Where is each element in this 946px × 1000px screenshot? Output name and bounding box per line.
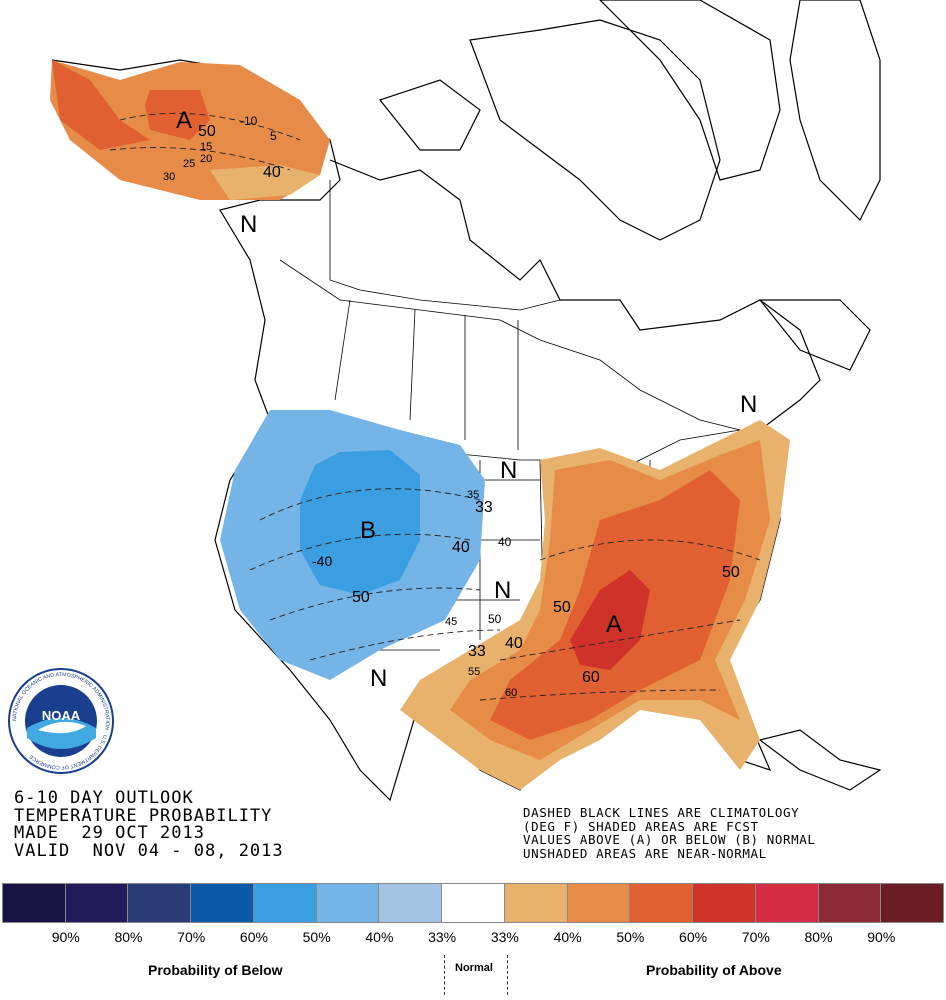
contour-label: 15 (200, 141, 212, 153)
title-line-3: MADE 29 OCT 2013 (14, 823, 205, 843)
probability-below-label: Probability of Below (148, 962, 283, 978)
note-block: DASHED BLACK LINES ARE CLIMATOLOGY (DEG F… (523, 806, 816, 860)
contour-label: 50 (198, 123, 216, 140)
contour-label: 60 (505, 687, 517, 699)
legend-swatch (629, 883, 694, 923)
legend-percent-label: 70% (177, 929, 206, 945)
title-block: 6-10 DAY OUTLOOK TEMPERATURE PROBABILITY M… (14, 788, 284, 861)
below-normal-region (220, 410, 485, 680)
contour-label: -40 (312, 553, 332, 569)
noaa-logo: NOAA NATIONAL OCEANIC AND ATMOSPHERIC AD… (8, 668, 114, 774)
title-line-2: TEMPERATURE PROBABILITY (14, 805, 273, 826)
legend-percent-label: 50% (302, 929, 331, 945)
legend-swatch (503, 883, 568, 923)
legend-swatch (64, 883, 129, 923)
contour-label: 33 (475, 499, 493, 516)
legend-swatch (315, 883, 380, 923)
legend-percent-label: 50% (616, 929, 645, 945)
contour-label: 50 (488, 612, 502, 626)
contour-label: 5 (270, 129, 277, 143)
legend-swatch (127, 883, 192, 923)
note-line-2: (DEG F) SHADED AREAS ARE FCST (523, 818, 759, 834)
normal-divider-left (444, 955, 445, 995)
contour-label: 20 (200, 153, 212, 165)
contour-label: 50 (352, 589, 370, 606)
contour-label: 40 (505, 635, 523, 652)
n-label-4: N (370, 665, 387, 692)
legend-swatch (190, 883, 254, 923)
contour-labels: -10 5 50 15 20 25 30 40 35 33 40 40 -40 … (163, 114, 740, 699)
contour-label: 55 (468, 666, 480, 678)
legend-swatch (378, 883, 443, 923)
legend-swatch (2, 883, 66, 923)
legend-percent-label: 40% (365, 929, 394, 945)
legend-swatch (817, 883, 882, 923)
n-label-1: N (240, 211, 257, 238)
legend-percent-label: 70% (741, 929, 770, 945)
legend-percent-row: 90% 80% 70% 60% 50% 40% 33% 33% 40% 50% 60% 70% 80% 9… (0, 929, 946, 947)
contour-label: 40 (498, 535, 512, 549)
category-labels: A B A N N N N N (176, 107, 757, 692)
n-label-5: N (740, 391, 757, 418)
legend-swatch (692, 883, 756, 923)
climatology-lines (109, 112, 761, 701)
legend-swatch (252, 883, 317, 923)
n-label-3: N (494, 577, 511, 604)
legend-percent-label: 80% (114, 929, 143, 945)
contour-label: 30 (163, 171, 175, 183)
contour-label: 33 (468, 643, 486, 660)
legend-swatch (566, 883, 631, 923)
legend-percent-label: 33% (490, 929, 519, 945)
east-above-region (400, 420, 790, 790)
contour-label: 40 (263, 164, 281, 181)
contour-label: 60 (582, 669, 600, 686)
legend-percent-label: 40% (553, 929, 582, 945)
note-line-3: VALUES ABOVE (A) OR BELOW (B) NORMAL (523, 832, 816, 847)
legend-color-bar (2, 883, 945, 923)
contour-label: 50 (722, 564, 740, 581)
n-label-2: N (500, 457, 517, 484)
noaa-logo-text: NOAA (42, 708, 81, 723)
alaska-a-label: A (176, 107, 192, 134)
normal-divider-right (507, 955, 508, 995)
alaska-above-region (50, 60, 330, 200)
title-line-1: 6-10 DAY OUTLOOK (14, 788, 194, 808)
probability-above-label: Probability of Above (646, 962, 782, 978)
west-b-label: B (360, 517, 376, 544)
legend-percent-label: 90% (51, 929, 80, 945)
contour-label: 25 (183, 158, 195, 170)
legend-swatch (880, 883, 945, 923)
note-line-1: DASHED BLACK LINES ARE CLIMATOLOGY (523, 805, 800, 820)
legend-percent-label: 60% (239, 929, 268, 945)
legend-swatch (754, 883, 819, 923)
legend-percent-label: 60% (679, 929, 708, 945)
legend-swatch (441, 883, 505, 923)
normal-label: Normal (455, 962, 493, 974)
title-line-4: VALID NOV 04 - 08, 2013 (14, 840, 284, 861)
east-a-label: A (606, 611, 622, 638)
contour-label: 50 (553, 599, 571, 616)
legend-percent-label: 33% (428, 929, 457, 945)
note-line-4: UNSHADED AREAS ARE NEAR-NORMAL (523, 845, 767, 861)
contour-label: 40 (452, 539, 470, 556)
contour-label: 35 (467, 489, 479, 501)
legend-percent-label: 80% (804, 929, 833, 945)
outlook-map: A B A N N N N N -10 5 50 15 20 25 30 40 … (50, 0, 882, 802)
contour-label: 45 (445, 616, 457, 628)
contour-label: -10 (240, 114, 258, 128)
legend-percent-label: 90% (867, 929, 896, 945)
